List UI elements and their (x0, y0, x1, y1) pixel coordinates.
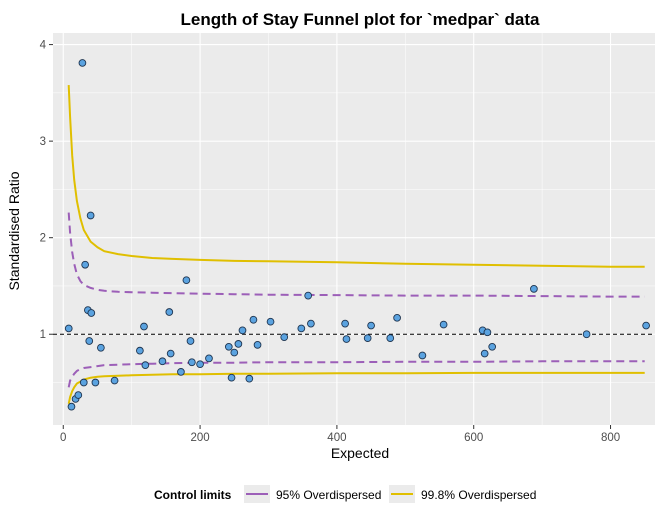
data-point (297, 324, 306, 333)
data-point (224, 342, 233, 351)
data-point (136, 346, 144, 355)
data-points (64, 59, 650, 411)
data-point (230, 348, 239, 357)
data-point (341, 319, 349, 328)
x-tick-label: 600 (464, 432, 483, 444)
plot-panel-background (53, 33, 655, 425)
data-point (418, 351, 427, 360)
data-point (480, 349, 489, 358)
data-point (182, 276, 191, 285)
y-tick-label: 4 (40, 40, 47, 52)
data-point (642, 321, 650, 330)
data-point (439, 320, 448, 329)
upper-limit-95 (67, 212, 645, 298)
legend-label-95: 95% Overdispersed (276, 488, 381, 502)
data-point (483, 328, 492, 337)
x-tick-label: 200 (190, 432, 209, 444)
data-point (158, 357, 167, 366)
data-point (304, 291, 313, 300)
data-point (64, 324, 73, 333)
x-tick-label: 800 (601, 432, 620, 444)
x-tick-label: 0 (60, 432, 66, 444)
data-point (196, 360, 204, 369)
plot-panel (53, 33, 655, 425)
data-point (530, 285, 538, 293)
control-limits (67, 85, 645, 405)
data-point (238, 326, 247, 335)
data-point (253, 341, 262, 349)
data-point (266, 317, 275, 326)
data-point (363, 334, 372, 342)
data-point (367, 321, 375, 330)
x-axis-title: Expected (331, 445, 389, 461)
x-tick-label: 400 (327, 432, 346, 444)
data-point (582, 330, 591, 339)
data-point (245, 374, 254, 383)
data-point (307, 319, 315, 328)
data-point (74, 391, 83, 399)
legend-title: Control limits (154, 488, 232, 502)
axes: 0 200 400 600 800 1 2 3 4 (40, 40, 621, 444)
data-point (110, 376, 119, 385)
data-point (79, 378, 88, 387)
data-point (140, 322, 148, 331)
legend-label-998: 99.8% Overdispersed (421, 488, 536, 502)
chart-title: Length of Stay Funnel plot for `medpar` … (181, 10, 540, 29)
data-point (81, 260, 90, 269)
data-point (86, 211, 95, 220)
legend: Control limits 95% Overdispersed 99.8% O… (154, 485, 536, 503)
data-point (85, 337, 94, 345)
data-point (188, 358, 196, 367)
data-point (141, 361, 150, 369)
data-point (78, 59, 87, 67)
data-point (234, 340, 243, 348)
data-point (67, 402, 76, 411)
data-point (227, 373, 236, 382)
data-point (393, 313, 401, 322)
lower-limit-998 (67, 371, 645, 405)
y-tick-label: 3 (40, 136, 46, 148)
data-point (280, 333, 289, 341)
data-point (488, 342, 497, 351)
data-point (205, 354, 213, 363)
data-point (386, 334, 395, 342)
data-point (165, 308, 174, 316)
data-point (342, 335, 351, 343)
data-point (166, 349, 175, 358)
upper-limit-998 (67, 85, 645, 268)
data-point (91, 378, 100, 387)
y-axis-title: Standardised Ratio (6, 171, 22, 290)
y-tick-label: 1 (40, 329, 46, 341)
data-point (87, 309, 96, 317)
lower-limit-95 (67, 360, 645, 388)
data-point (97, 343, 105, 352)
data-point (177, 368, 185, 376)
data-point (186, 337, 195, 345)
y-tick-label: 2 (40, 233, 46, 245)
data-point (249, 315, 258, 324)
